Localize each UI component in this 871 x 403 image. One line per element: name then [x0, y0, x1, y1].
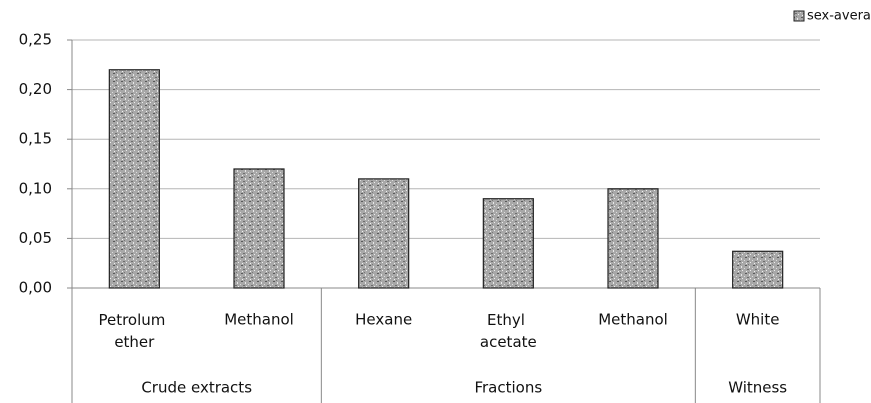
x-tick-label: Hexane [355, 311, 412, 329]
x-tick-label: Ethyl acetate [480, 311, 537, 351]
bar [233, 168, 285, 289]
label-line: Petrolum [98, 311, 170, 329]
group-label: Fractions [474, 379, 542, 397]
y-tick-label: 0,15 [19, 130, 52, 148]
y-tick-label: 0,10 [19, 179, 52, 197]
label-line: acetate [480, 333, 537, 351]
bar [607, 188, 659, 289]
label-line: ether [114, 333, 155, 351]
y-tick-label: 0,25 [19, 31, 52, 49]
y-tick-label: 0,20 [19, 80, 52, 98]
x-tick-label: Methanol [224, 311, 294, 329]
bar [358, 178, 410, 289]
legend-swatch [793, 10, 805, 22]
label-line: Ethyl [487, 311, 530, 329]
y-tick-label: 0,05 [19, 229, 52, 247]
group-label: Crude extracts [141, 379, 252, 397]
bar [732, 250, 784, 289]
x-tick-label: White [736, 311, 780, 329]
bar [482, 198, 534, 289]
bar [108, 69, 160, 289]
legend-label: sex-average ratio [807, 9, 871, 24]
x-tick-label: Methanol [598, 311, 668, 329]
y-tick-label: 0,00 [19, 279, 52, 297]
x-tick-label: Petrolum ether [98, 311, 170, 351]
group-label: Witness [728, 379, 787, 397]
